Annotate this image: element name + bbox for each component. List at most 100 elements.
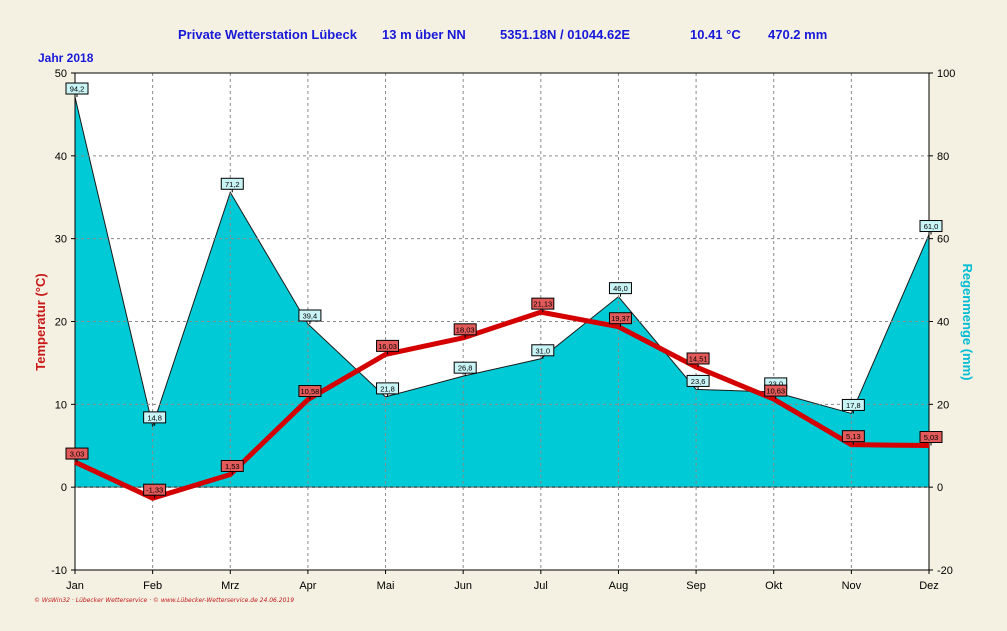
temp-value-label: 10,58 [298,385,322,400]
right-tick-label: 40 [937,317,949,329]
rain-value-label-box [841,398,865,411]
rainfall-area [74,96,930,488]
rain-value-label: 23,6 [686,374,710,390]
rain-value-label-box [919,220,943,233]
rain-value-label: 17,8 [841,398,865,414]
temp-value-label: 19,37 [608,312,632,327]
right-tick-label: 60 [937,234,949,246]
rain-value-label-text: 94,2 [70,85,85,94]
temp-value-label-box [764,384,788,397]
right-tick-label: 100 [937,68,955,80]
temp-value-label-box [220,459,244,472]
rain-value-label-text: 61,0 [924,222,939,231]
station-name: Private Wetterstation Lübeck [178,27,357,42]
temp-value-label-box [298,385,322,398]
rain-value-label-box [531,344,555,357]
temp-value-label-text: 21,13 [533,300,552,309]
temperature-axis-title: Temperatur (°C) [33,273,48,370]
right-tick-label: 20 [937,399,949,411]
temp-value-label: 3,03 [65,447,89,463]
temp-value-label: 1,53 [220,459,244,475]
temp-value-label: 14,51 [686,352,710,367]
rain-value-label-box [686,374,710,387]
left-tick-label: 30 [55,234,67,246]
temp-value-label: 10,63 [764,384,788,400]
rain-value-label-box [608,282,632,295]
x-tick-label: Jul [534,580,548,592]
temp-value-label-text: 3,03 [70,450,85,459]
temp-value-label-box [376,339,400,352]
rain-value-label-box [376,382,400,395]
rain-value-label-box [65,82,89,95]
left-tick-label: 0 [61,482,67,494]
station-coordinates: 5351.18N / 01044.62E [500,27,631,42]
x-tick-label: Mrz [221,580,239,592]
rain-value-label-text: 46,0 [613,284,628,293]
temp-value-label-box [143,483,167,496]
x-tick-label: Feb [143,580,162,592]
temp-value-label-text: 19,37 [611,314,630,323]
temp-value-label-text: 10,63 [766,387,785,396]
rain-value-label-box [453,361,477,374]
temp-value-label-box [531,297,555,310]
temp-value-label-text: 1,53 [225,462,240,471]
temp-value-label-text: 14,51 [689,354,708,363]
temp-value-label-text: 5,13 [846,432,861,441]
temp-value-label: 21,13 [531,297,555,313]
x-tick-label: Dez [919,580,939,592]
temp-value-label-box [453,323,477,336]
rain-value-label-box [298,309,322,322]
rain-value-label-text: 39,4 [303,311,318,320]
x-tick-label: Nov [842,580,862,592]
rain-value-label-text: 23,6 [691,377,706,386]
temp-value-label-box [686,352,710,365]
rain-value-label-box [220,177,244,190]
total-rainfall: 470.2 mm [768,27,828,42]
rain-value-label-text: 26,8 [458,364,473,373]
rain-value-label: 46,0 [608,282,632,297]
station-altitude: 13 m über NN [382,27,466,42]
rain-value-label-text: 21,8 [380,384,395,393]
temp-value-label: 18,03 [453,323,477,338]
rainfall-axis-title: Regenmenge (mm) [960,263,975,380]
rain-value-label-box [143,411,167,424]
left-tick-label: 10 [55,399,67,411]
x-tick-label: Jun [454,580,472,592]
x-tick-label: Sep [686,580,706,592]
right-tick-label: 80 [937,151,949,163]
x-tick-label: Okt [765,580,782,592]
rain-value-label: 26,8 [453,361,477,377]
temp-value-label-box [919,431,943,444]
rain-value-label-text: 14,8 [147,413,162,422]
rain-value-label: 31,0 [531,344,555,359]
rain-value-label: 39,4 [298,309,322,324]
rain-value-label-text: 23,0 [768,379,783,388]
temperature-line [73,309,930,501]
footer-copyright: © WsWin32 · Lübecker Wetterservice · © w… [34,597,295,604]
left-tick-label: 50 [55,68,67,80]
temp-value-label-box [841,430,865,443]
year-label: Jahr 2018 [38,51,94,65]
temp-value-label-text: -1,33 [146,486,163,495]
rain-value-label-text: 31,0 [536,346,551,355]
temp-value-label: -1,33 [143,483,167,499]
temp-value-label-text: 5,03 [924,433,939,442]
rain-value-label-text: 71,2 [225,180,240,189]
x-tick-label: Mai [377,580,395,592]
average-temperature: 10.41 °C [690,27,741,42]
rain-value-label: 71,2 [220,177,244,193]
temp-value-label-box [65,447,89,460]
rain-value-label: 61,0 [919,220,943,235]
left-tick-label: -10 [51,565,67,577]
temp-value-label-box [608,312,632,325]
rain-value-label: 21,8 [376,382,400,397]
rain-value-label-text: 17,8 [846,401,861,410]
rain-value-label: 94,2 [65,82,89,98]
temp-value-label: 5,13 [841,430,865,445]
x-tick-label: Aug [609,580,629,592]
temp-value-label: 5,03 [919,431,943,446]
right-tick-label: -20 [937,565,953,577]
x-tick-label: Apr [299,580,316,592]
